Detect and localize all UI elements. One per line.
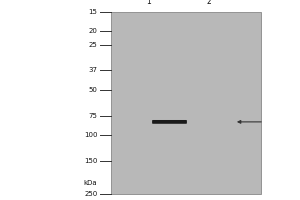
Text: 37: 37 xyxy=(88,67,98,73)
Text: 2: 2 xyxy=(206,0,211,6)
Text: 1: 1 xyxy=(146,0,151,6)
Text: 25: 25 xyxy=(89,42,98,48)
FancyBboxPatch shape xyxy=(152,120,187,124)
Text: 50: 50 xyxy=(88,87,98,93)
Text: 150: 150 xyxy=(84,158,98,164)
Text: 20: 20 xyxy=(88,28,98,34)
Text: kDa: kDa xyxy=(84,180,98,186)
Text: 75: 75 xyxy=(88,113,98,119)
Text: 250: 250 xyxy=(84,191,98,197)
Text: 100: 100 xyxy=(84,132,98,138)
Bar xyxy=(111,12,261,194)
Text: 15: 15 xyxy=(88,9,98,15)
